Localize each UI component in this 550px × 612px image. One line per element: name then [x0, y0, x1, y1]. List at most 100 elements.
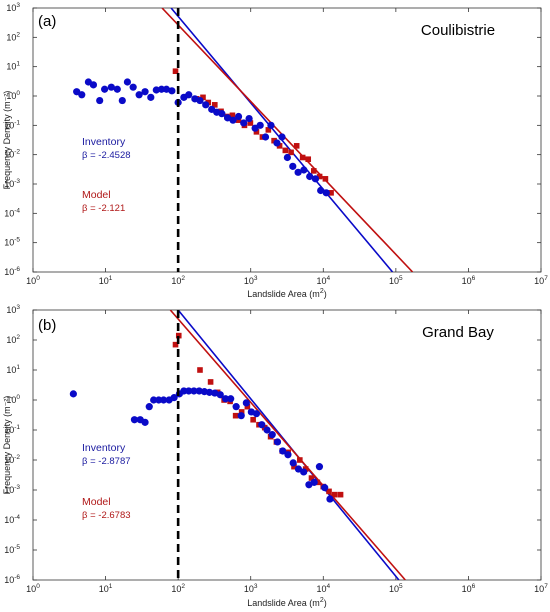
inventory-point-b — [279, 447, 287, 455]
model-point-a — [212, 102, 218, 108]
inventory-point-b — [263, 426, 271, 434]
x-tick-label: 104 — [316, 275, 330, 286]
inventory-point-b — [232, 403, 240, 411]
y-tick-label: 103 — [6, 304, 20, 315]
inventory-point-b — [310, 478, 318, 486]
inventory-point-b — [242, 399, 250, 407]
inventory-point-b — [221, 395, 230, 403]
model-point-b — [175, 332, 182, 339]
inventory-point-b — [258, 421, 266, 429]
inventory-point-b — [211, 389, 219, 397]
y-tick-label: 10-4 — [4, 514, 20, 525]
inventory-point-b — [273, 438, 282, 446]
x-tick-label: 100 — [26, 275, 40, 286]
model-point-a — [305, 156, 312, 163]
inventory-point-a — [162, 85, 171, 93]
x-tick-label: 101 — [99, 275, 113, 286]
y-tick-label: 10-6 — [4, 574, 20, 585]
inventory-point-a — [234, 112, 243, 121]
y-tick-label: 10-6 — [4, 266, 20, 277]
inventory-point-b — [252, 410, 261, 418]
inventory-point-a — [101, 85, 109, 93]
x-tick-label: 102 — [171, 583, 185, 594]
fit-line-model-b — [169, 310, 406, 580]
x-tick-label: 105 — [389, 275, 403, 286]
inventory-point-a — [107, 83, 115, 91]
model-point-b — [337, 491, 344, 498]
legend-model-beta-a: β = -2.121 — [82, 203, 125, 214]
y-tick-label: 10-1 — [4, 424, 20, 435]
x-tick-label: 105 — [389, 583, 403, 594]
legend-model-label-a: Model — [82, 189, 111, 201]
x-tick-label: 100 — [26, 583, 40, 594]
y-tick-label: 10-3 — [4, 178, 20, 189]
y-tick-label: 10-5 — [4, 544, 20, 555]
legend-inventory-beta-a: β = -2.4528 — [82, 150, 131, 161]
y-tick-label: 102 — [6, 31, 20, 42]
x-axis-label-a: Landslide Area (m2) — [247, 288, 326, 299]
inventory-point-a — [141, 88, 149, 96]
inventory-point-a — [135, 91, 143, 99]
inventory-point-b — [321, 484, 329, 492]
inventory-point-b — [69, 390, 77, 398]
points-a — [73, 68, 334, 197]
y-tick-label: 101 — [6, 364, 20, 375]
inventory-point-a — [311, 175, 320, 183]
y-tick-label: 10-2 — [4, 454, 20, 465]
panel-label-b: (b) — [38, 317, 56, 334]
legend-model-label-b: Model — [82, 496, 111, 508]
inventory-point-a — [118, 96, 126, 105]
model-point-a — [271, 137, 277, 144]
fit-lines-b — [169, 310, 406, 580]
inventory-point-a — [229, 116, 237, 124]
y-axis-label-b: Frequency Density (m⁻²) — [2, 396, 12, 495]
model-point-a — [316, 173, 323, 180]
y-tick-label: 10-1 — [4, 119, 20, 130]
y-tick-label: 10-4 — [4, 207, 20, 218]
inventory-point-b — [190, 387, 198, 395]
x-tick-label: 107 — [534, 275, 548, 286]
y-tick-label: 101 — [6, 61, 20, 72]
inventory-point-a — [202, 101, 210, 109]
inventory-point-a — [168, 87, 176, 95]
inventory-point-a — [278, 133, 286, 141]
model-point-a — [172, 68, 179, 75]
fit-line-model-a — [161, 8, 414, 272]
model-point-a — [299, 154, 306, 161]
inventory-point-a — [123, 78, 132, 86]
y-axis-label-a: Frequency Density (m⁻²) — [2, 91, 12, 190]
model-point-a — [282, 147, 289, 154]
x-tick-label: 103 — [244, 275, 258, 286]
legend-inventory-label-a: Inventory — [82, 136, 126, 148]
inventory-point-a — [96, 96, 104, 105]
x-axis-label-b: Landslide Area (m2) — [247, 597, 326, 608]
inventory-point-a — [78, 91, 86, 99]
inventory-point-a — [157, 85, 166, 93]
legend-inventory-beta-b: β = -2.8787 — [82, 456, 131, 467]
inventory-point-a — [185, 91, 193, 99]
model-point-a — [328, 190, 334, 196]
model-point-b — [232, 412, 239, 419]
model-point-a — [288, 149, 294, 156]
inventory-point-b — [170, 394, 178, 402]
inventory-point-a — [240, 119, 248, 127]
inventory-point-a — [147, 93, 155, 101]
y-tick-label: 103 — [6, 2, 20, 13]
plot-frame-b — [32, 309, 542, 581]
panel-b: 100 101 102 103 104 105 106 107 10-6 10-5 10-4 10-3… — [2, 304, 548, 608]
model-point-b — [297, 457, 303, 463]
inventory-point-a — [129, 83, 137, 91]
model-point-a — [310, 168, 317, 174]
inventory-point-a — [89, 81, 98, 89]
inventory-point-a — [322, 189, 330, 197]
legend-inventory-label-b: Inventory — [82, 442, 126, 454]
model-point-b — [250, 416, 256, 423]
inventory-point-a — [273, 139, 281, 147]
model-point-b — [172, 341, 179, 348]
site-title-a: Coulibistrie — [421, 22, 495, 39]
inventory-point-a — [267, 121, 275, 129]
inventory-point-a — [256, 121, 264, 129]
x-tick-label: 106 — [462, 275, 476, 286]
inventory-point-a — [218, 110, 226, 118]
y-tick-label: 10-3 — [4, 484, 20, 495]
